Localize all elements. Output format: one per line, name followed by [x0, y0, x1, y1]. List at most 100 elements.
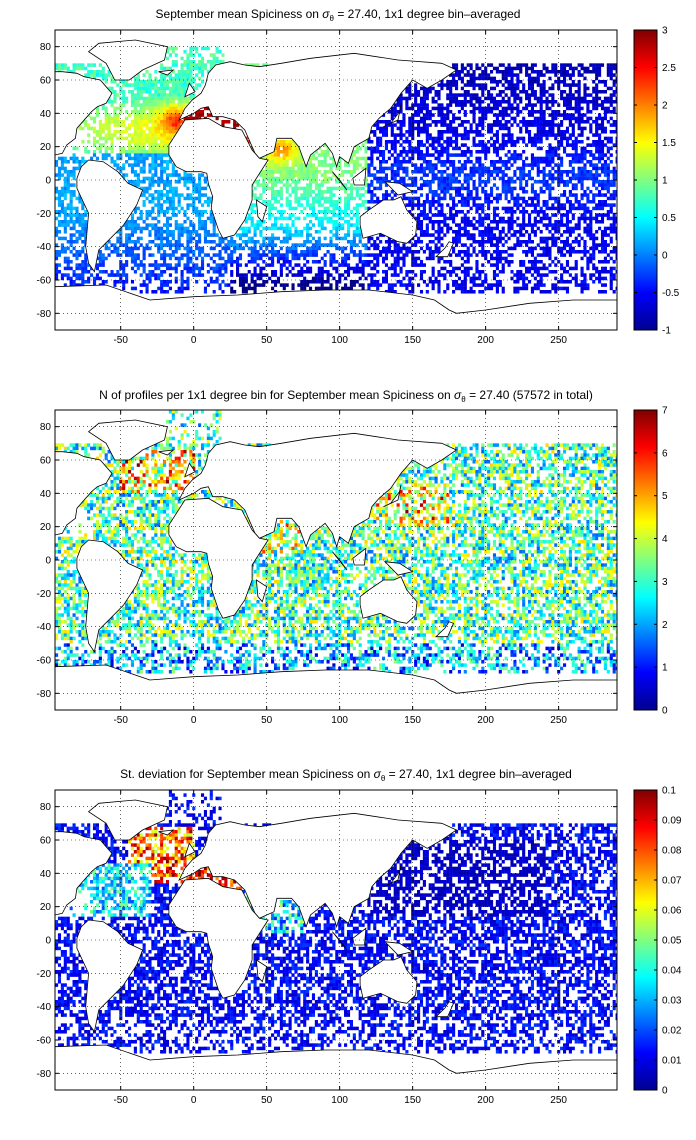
data-cell — [130, 216, 135, 221]
data-cell — [527, 96, 532, 101]
data-cell — [507, 200, 511, 204]
data-cell — [171, 86, 175, 91]
data-cell — [390, 176, 394, 181]
data-cell — [308, 173, 313, 177]
data-cell — [308, 246, 313, 251]
data-cell — [533, 110, 537, 114]
data-cell — [431, 120, 435, 124]
data-cell — [580, 120, 584, 124]
data-cell — [308, 190, 313, 194]
data-cell — [495, 200, 499, 204]
data-cell — [577, 233, 581, 237]
data-cell — [554, 236, 558, 241]
data-cell — [536, 96, 540, 101]
data-cell — [565, 96, 570, 101]
data-cell — [346, 203, 351, 207]
data-cell — [437, 176, 441, 181]
data-cell — [411, 126, 415, 131]
data-cell — [475, 196, 479, 201]
data-cell — [440, 113, 444, 117]
data-cell — [151, 156, 155, 161]
data-cell — [589, 190, 593, 194]
data-cell — [288, 146, 292, 151]
data-cell — [145, 126, 149, 131]
data-cell — [271, 240, 275, 244]
data-cell — [568, 116, 572, 121]
data-cell — [516, 240, 520, 244]
data-cell — [241, 230, 245, 234]
data-cell — [504, 80, 508, 84]
data-cell — [443, 176, 447, 181]
data-cell — [332, 253, 336, 257]
data-cell — [539, 180, 543, 184]
data-cell — [519, 243, 523, 247]
data-cell — [107, 146, 111, 151]
data-cell — [198, 183, 202, 187]
data-cell — [452, 73, 456, 77]
data-cell — [460, 210, 464, 214]
data-cell — [431, 200, 435, 204]
data-cell — [253, 240, 257, 244]
data-cell — [419, 213, 424, 217]
data-cell — [446, 126, 450, 131]
data-cell — [276, 140, 280, 144]
data-cell — [224, 250, 228, 254]
data-cell — [160, 230, 164, 234]
data-cell — [171, 103, 175, 107]
data-cell — [384, 166, 389, 171]
data-cell — [177, 176, 181, 181]
data-cell — [323, 153, 327, 157]
data-cell — [329, 166, 333, 171]
data-cell — [373, 240, 377, 244]
data-cell — [577, 86, 581, 91]
data-cell — [533, 196, 537, 201]
data-cell — [510, 123, 514, 127]
data-cell — [113, 120, 117, 124]
data-cell — [250, 250, 254, 254]
data-cell — [329, 243, 333, 247]
data-cell — [387, 193, 391, 197]
data-cell — [466, 90, 470, 94]
data-cell — [419, 193, 424, 197]
data-cell — [469, 173, 473, 177]
data-cell — [273, 190, 278, 194]
data-cell — [548, 186, 552, 191]
data-cell — [507, 103, 511, 107]
data-cell — [399, 126, 403, 131]
data-cell — [478, 180, 482, 184]
data-cell — [163, 160, 167, 164]
data-cell — [519, 153, 523, 157]
data-cell — [165, 160, 170, 164]
data-cell — [66, 206, 70, 211]
data-cell — [539, 113, 543, 117]
data-cell — [513, 73, 517, 77]
data-cell — [215, 50, 219, 54]
data-cell — [577, 203, 581, 207]
data-cell — [130, 93, 135, 97]
data-cell — [574, 176, 578, 181]
data-cell — [542, 210, 546, 214]
data-cell — [206, 216, 210, 221]
data-cell — [133, 210, 137, 214]
data-cell — [107, 123, 111, 127]
data-cell — [446, 176, 450, 181]
data-cell — [443, 113, 447, 117]
data-cell — [577, 113, 581, 117]
data-cell — [437, 223, 441, 227]
data-cell — [530, 123, 534, 127]
data-cell — [279, 216, 283, 221]
data-cell — [127, 123, 132, 127]
data-cell — [288, 150, 292, 154]
data-cell — [545, 123, 549, 127]
data-cell — [163, 253, 167, 257]
data-cell — [95, 130, 99, 134]
data-cell — [98, 136, 102, 141]
data-cell — [492, 140, 497, 144]
data-cell — [536, 210, 540, 214]
data-cell — [580, 193, 584, 197]
data-cell — [142, 123, 146, 127]
data-cell — [589, 143, 593, 147]
data-cell — [200, 226, 205, 231]
data-cell — [457, 173, 462, 177]
data-cell — [297, 163, 301, 167]
